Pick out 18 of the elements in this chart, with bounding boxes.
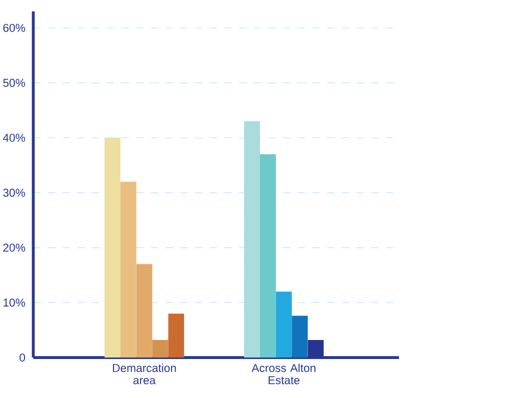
y-tick-label: 20% — [3, 244, 26, 252]
x-tick-label: Demarcation area — [112, 364, 176, 384]
y-tick-label: 30% — [3, 188, 26, 197]
bar — [292, 316, 308, 358]
bar — [244, 122, 260, 358]
bar — [104, 138, 120, 358]
bar — [168, 314, 184, 358]
bar — [260, 154, 276, 358]
y-tick-label: 10% — [4, 298, 26, 307]
bar — [120, 182, 136, 358]
x-tick-label: Across Alton Estate — [252, 364, 316, 384]
bar — [136, 264, 152, 358]
y-tick-label: 60% — [3, 24, 26, 32]
y-tick-label: 40% — [2, 134, 26, 142]
bar — [152, 340, 168, 358]
y-tick-label: 50% — [3, 79, 26, 88]
y-tick-label: 0 — [20, 354, 26, 362]
bar — [276, 292, 292, 358]
